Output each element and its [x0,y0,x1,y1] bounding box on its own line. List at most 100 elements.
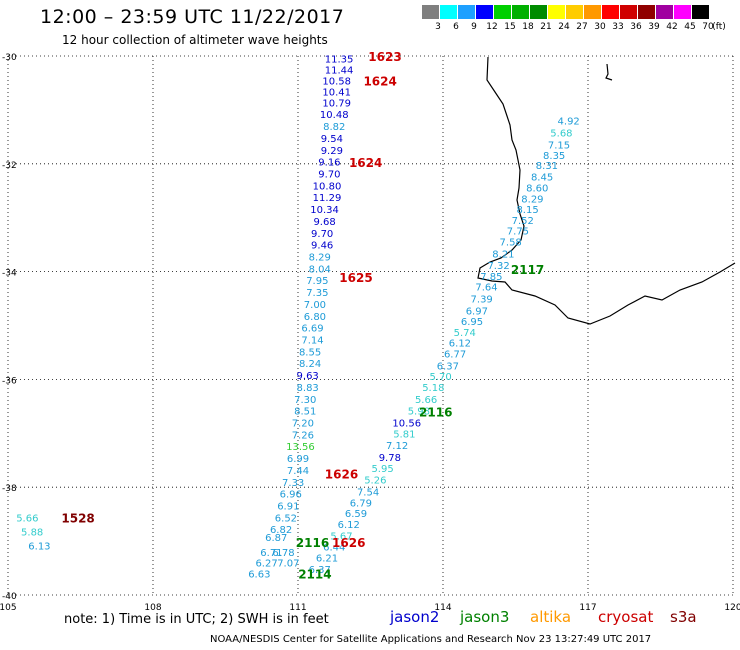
scale-swatch [638,5,655,19]
scale-label: 36 [630,22,642,32]
wave-height-label: 9.78 [379,453,401,464]
wave-height-label: 7.00 [304,300,326,311]
wave-height-label: 7.44 [287,466,309,477]
wave-height-label: 6.69 [301,324,323,335]
wave-height-label: 5.70 [429,372,451,383]
wave-height-label: 6.96 [280,490,302,501]
wave-height-label: 10.56 [392,419,421,430]
wave-height-label: 7.32 [487,261,509,272]
wave-height-label: 11.44 [325,65,354,76]
longitude-label: 117 [579,603,596,613]
pass-time-label: 2114 [298,567,331,581]
longitude-label: 111 [289,603,306,613]
wave-height-labels: 11.3511.4410.5810.4110.7910.488.829.549.… [16,55,580,581]
wave-height-label: 6.95 [461,317,483,328]
wave-height-label: 5.26 [364,476,386,487]
wave-height-label: 7.07 [277,559,299,570]
legend-item: cryosat [598,608,654,626]
wave-height-label: 5.18 [422,383,444,394]
wave-height-label: 8.29 [309,253,331,264]
scale-swatch [674,5,691,19]
longitude-label: 108 [144,603,161,613]
wave-height-label: 8.51 [294,407,316,418]
pass-time-label: 2116 [419,406,452,420]
longitude-label: 120 [724,603,740,613]
scale-swatch [692,5,709,19]
wave-height-label: 6.91 [277,502,299,513]
scale-swatch [530,5,547,19]
wave-height-label: 7.15 [548,140,570,151]
scale-label: 70 [702,22,714,32]
wave-height-label: 5.66 [415,395,437,406]
wave-height-label: 6.71 [260,548,282,559]
scale-label: 30 [594,22,606,32]
scale-swatch [584,5,601,19]
island-outline [605,63,613,81]
wave-height-label: 5.68 [550,129,572,140]
wave-height-label: 9.63 [297,371,319,382]
pass-time-label: 1626 [325,468,358,482]
wave-height-label: 7.75 [507,227,529,238]
wave-height-label: 8.55 [299,347,321,358]
wave-height-label: 8.31 [536,161,558,172]
scale-label: 42 [666,22,678,32]
scale-label: 24 [558,22,570,32]
wave-height-label: 5.74 [454,328,476,339]
scale-swatch [476,5,493,19]
scale-swatch [494,5,511,19]
pass-time-label: 1528 [61,511,94,525]
scale-swatch [422,5,439,19]
wave-height-label: 9.46 [311,241,333,252]
longitude-label: 105 [0,603,17,613]
wave-height-label: 8.21 [492,249,514,260]
pass-time-label: 1624 [363,74,396,88]
wave-height-label: 6.82 [270,525,292,536]
scale-label: 9 [471,22,477,32]
wave-height-label: 10.48 [320,110,349,121]
wave-height-label: 9.68 [313,217,335,228]
scale-swatch [440,5,457,19]
scale-label: 45 [684,22,696,32]
wave-height-label: 9.70 [318,170,340,181]
wave-height-label: 10.41 [322,88,351,99]
wave-height-label: 7.95 [306,276,328,287]
latitude-label: -32 [2,161,17,171]
footer-note: note: 1) Time is in UTC; 2) SWH is in fe… [64,612,329,627]
scale-swatch [620,5,637,19]
legend-item: altika [530,608,572,626]
wave-height-label: 7.26 [292,430,314,441]
wave-height-label: 8.24 [299,359,321,370]
wave-height-label: 8.60 [526,184,548,195]
scale-swatch [458,5,475,19]
wave-height-label: 7.54 [357,488,379,499]
legend-item: jason3 [460,608,510,626]
wave-height-label: 6.63 [248,569,270,580]
australia-coastline [477,56,736,325]
wave-height-label: 6.27 [255,559,277,570]
wave-height-label: 6.97 [466,306,488,317]
wave-height-label: 7.30 [294,395,316,406]
wave-height-label: 6.87 [265,533,287,544]
scale-label: 15 [504,22,516,32]
scale-swatch [548,5,565,19]
legend-item: s3a [670,608,697,626]
scale-label: 21 [540,22,552,32]
wave-height-label: 8.04 [309,264,331,275]
wave-height-label: 8.83 [297,383,319,394]
wave-height-label: 8.82 [323,122,345,133]
wave-height-label: 8.35 [543,151,565,162]
pass-time-label: 2117 [511,263,544,277]
wave-height-label: 8.15 [516,205,538,216]
wave-height-label: 5.66 [16,513,38,524]
wave-height-label: 13.56 [286,442,315,453]
wave-height-label: 9.54 [321,134,343,145]
wave-height-label: 11.29 [313,193,342,204]
map-title: 12:00 – 23:59 UTC 11/22/2017 [40,6,345,28]
wave-height-label: 5.67 [330,532,352,543]
wave-height-label: 11.35 [325,55,354,66]
pass-time-label: 1626 [332,536,365,550]
wave-height-label: 7.85 [480,272,502,283]
credit-line: NOAA/NESDIS Center for Satellite Applica… [210,634,652,645]
